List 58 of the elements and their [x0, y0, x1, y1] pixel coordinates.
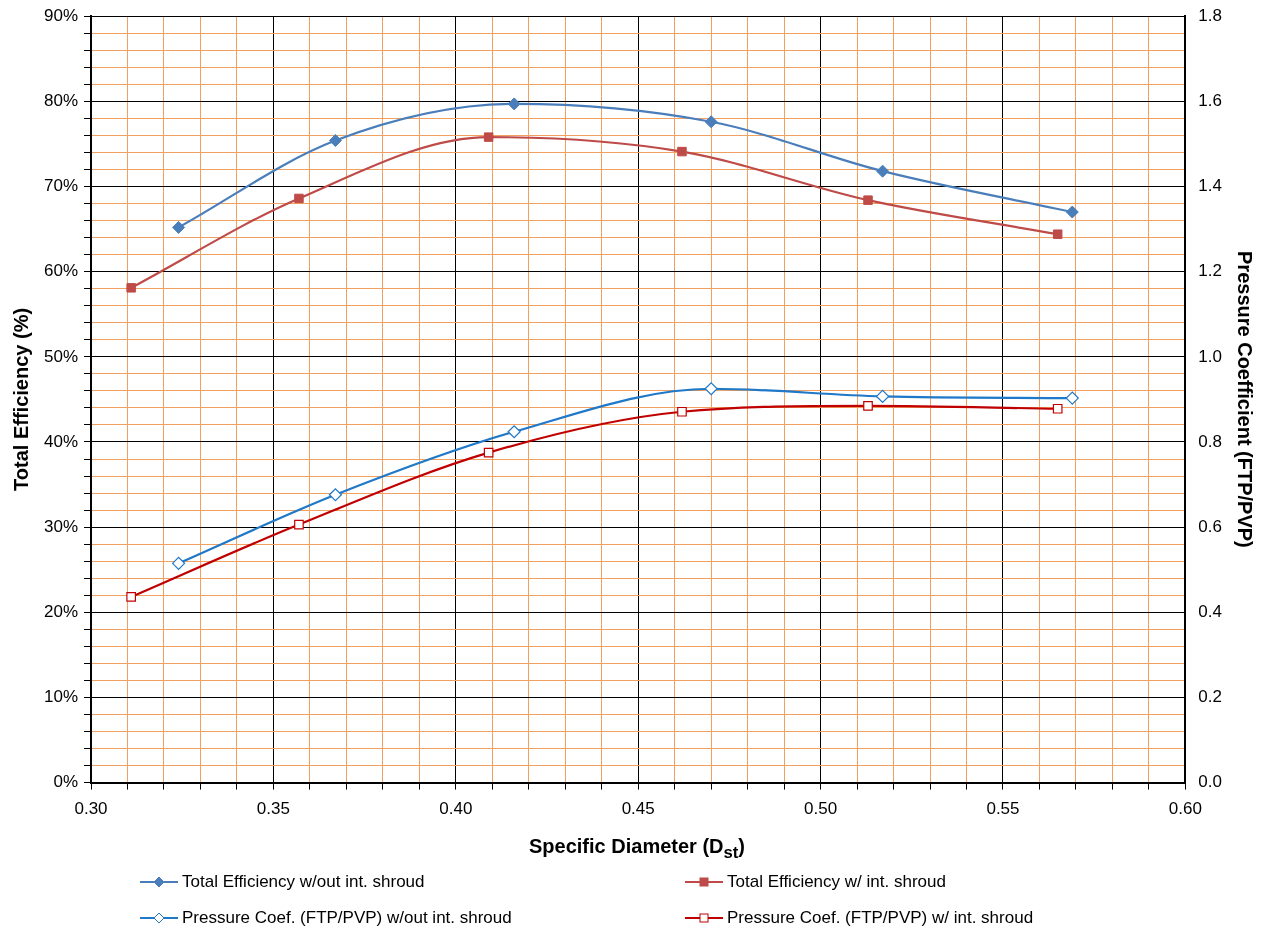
y2-tick-label: 1.2: [1198, 261, 1223, 281]
point: [1052, 403, 1063, 414]
point: [172, 220, 186, 234]
y-tick-label: 70%: [43, 176, 79, 196]
y-tick-label: 20%: [43, 601, 79, 621]
point: [863, 195, 873, 205]
y-tick-label: 80%: [43, 91, 79, 111]
y-tick-label: 40%: [43, 431, 79, 451]
point: [677, 406, 687, 417]
point: [126, 592, 136, 602]
point: [1052, 229, 1063, 239]
y2-tick-label: 1.8: [1198, 5, 1223, 25]
y-tick-label: 30%: [43, 516, 79, 536]
point: [483, 447, 494, 458]
y2-tick-label: 0.8: [1198, 431, 1223, 451]
point: [876, 164, 890, 178]
point: [704, 382, 718, 396]
x-tick-label: 0.55: [986, 799, 1020, 819]
y2-tick-label: 1.6: [1198, 91, 1223, 111]
y2-tick-label: 0.6: [1198, 516, 1223, 536]
y-tick-label: 90%: [43, 5, 79, 25]
x-tick-label: 0.35: [256, 799, 290, 819]
x-tick-label: 0.60: [1168, 799, 1202, 819]
y2-tick-label: 0.0: [1198, 772, 1223, 792]
legend-label: Pressure Coef. (FTP/PVP) w/ int. shroud: [727, 908, 1034, 928]
point: [507, 97, 521, 111]
y2-tick-label: 1.4: [1198, 176, 1223, 196]
point: [1065, 391, 1079, 405]
point: [126, 283, 136, 293]
y-axis-title: Total Efficiency (%): [9, 307, 32, 491]
y2-axis-title: Pressure Coefficient (FTP/PVP): [1234, 251, 1257, 548]
x-tick-label: 0.30: [74, 799, 108, 819]
x-tick-label: 0.45: [621, 799, 655, 819]
point: [704, 115, 718, 129]
x-axis-title: Specific Diameter (D$_{st}$): [528, 835, 746, 863]
point: [328, 488, 343, 502]
legend-label: Total Efficiency w/ int. shroud: [727, 872, 946, 892]
y-tick-label: 10%: [43, 687, 79, 707]
y2-tick-label: 0.4: [1198, 601, 1223, 621]
point: [294, 193, 304, 204]
y2-tick-label: 1.0: [1198, 346, 1223, 366]
point: [171, 556, 186, 570]
x-tick-label: 0.40: [439, 799, 473, 819]
point: [876, 389, 890, 404]
legend-label: Total Efficiency w/out int. shroud: [182, 872, 425, 892]
y2-tick-label: 0.2: [1198, 687, 1223, 707]
y-tick-label: 50%: [43, 346, 79, 366]
point: [294, 519, 304, 530]
y-tick-label: 0%: [53, 772, 79, 792]
point: [483, 132, 494, 142]
point: [1065, 205, 1079, 219]
x-tick-label: 0.50: [804, 799, 838, 819]
point: [863, 400, 873, 411]
point: [677, 146, 687, 157]
point: [328, 134, 342, 148]
point: [507, 425, 521, 439]
y-tick-label: 60%: [43, 261, 79, 281]
legend-label: Pressure Coef. (FTP/PVP) w/out int. shroud: [182, 908, 512, 928]
